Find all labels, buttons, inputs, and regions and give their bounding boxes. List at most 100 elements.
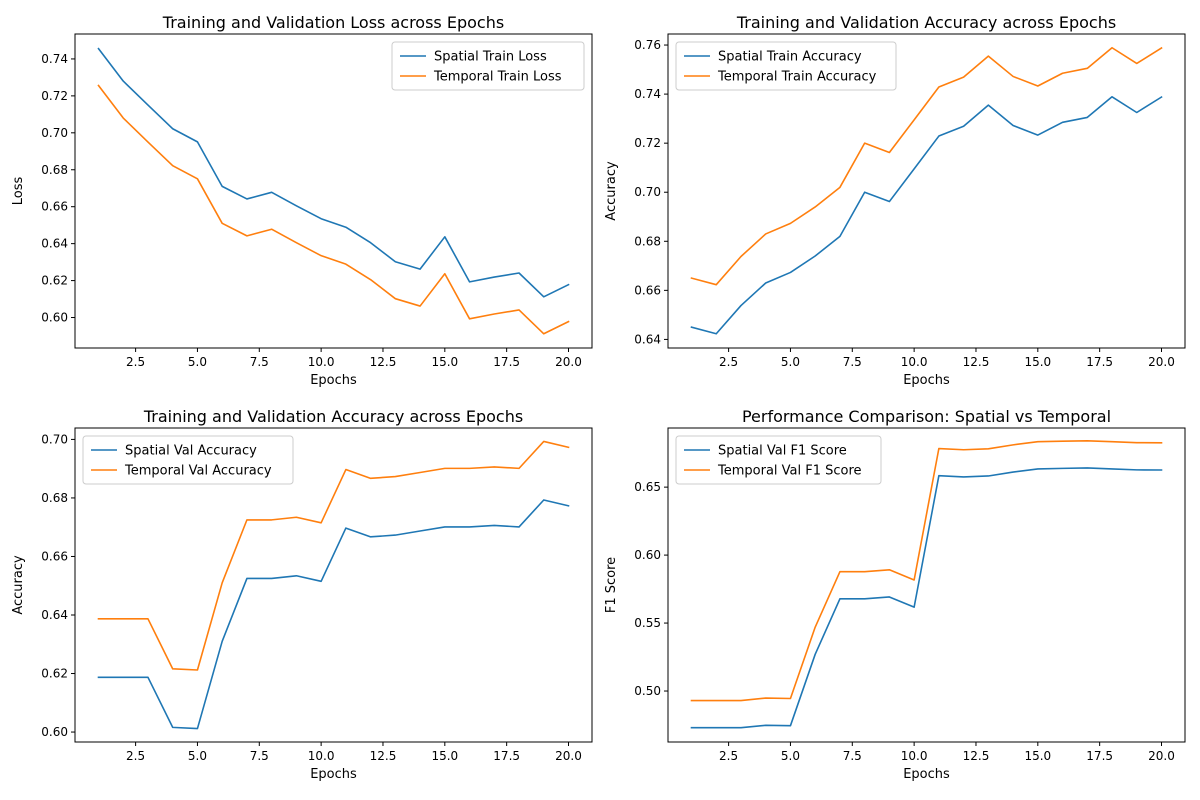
y-tick-label: 0.64 [41,237,68,251]
legend-box [675,41,897,91]
axes-frame [74,33,593,349]
x-tick-label: 10.0 [308,749,335,763]
y-axis-label: Loss [11,177,26,206]
y-tick-label: 0.70 [634,185,661,199]
y-tick-label: 0.74 [41,52,68,66]
y-tick-label: 0.66 [634,283,661,297]
x-tick-label: 17.5 [1086,355,1113,369]
y-tick-label: 0.68 [41,163,68,177]
x-tick-label: 7.5 [250,355,269,369]
x-tick-label: 12.5 [963,749,990,763]
x-tick-label: 20.0 [555,355,582,369]
y-axis-label: F1 Score [604,557,619,613]
series-line-spatial [690,467,1163,729]
chart-title: Training and Validation Accuracy across … [143,407,523,426]
chart-title: Training and Validation Loss across Epoc… [162,13,504,32]
series-line-spatial [97,499,570,730]
x-tick-label: 20.0 [1148,355,1175,369]
axes-frame [667,427,1186,743]
axes-frame [74,427,593,743]
legend-entry: Spatial Val F1 Score [718,444,847,459]
f1-score-panel: Performance Comparison: Spatial vs Tempo… [604,407,1186,782]
y-tick-label: 0.68 [41,491,68,505]
legend: Spatial Train Accuracy Temporal Train Acc… [675,41,897,91]
y-tick-label: 0.72 [41,89,68,103]
legend: Spatial Val Accuracy Temporal Val Accurac… [82,435,294,485]
legend: Spatial Val F1 Score Temporal Val F1 Scor… [675,435,882,485]
legend-entry: Spatial Train Loss [434,50,547,65]
x-tick-label: 20.0 [1148,749,1175,763]
x-tick-label: 2.5 [719,749,738,763]
x-tick-label: 5.0 [188,749,207,763]
loss-panel: Training and Validation Loss across Epoc… [11,13,593,388]
legend-box [82,435,294,485]
x-tick-label: 10.0 [901,749,928,763]
x-tick-label: 12.5 [370,355,397,369]
legend-box [675,435,882,485]
y-axis-label: Accuracy [604,161,619,221]
x-tick-label: 20.0 [555,749,582,763]
x-tick-label: 7.5 [843,355,862,369]
x-tick-label: 5.0 [781,749,800,763]
x-tick-label: 7.5 [843,749,862,763]
legend-entry: Temporal Train Loss [433,70,562,85]
x-axis-label: Epochs [903,767,950,782]
y-tick-label: 0.60 [41,725,68,739]
x-tick-label: 12.5 [963,355,990,369]
y-tick-label: 0.74 [634,87,661,101]
y-tick-label: 0.66 [41,549,68,563]
train-accuracy-panel: Training and Validation Accuracy across … [604,13,1186,388]
chart-title: Training and Validation Accuracy across … [736,13,1116,32]
legend-entry: Temporal Train Accuracy [717,70,877,85]
series-line-temporal [690,46,1163,286]
val-accuracy-panel: Training and Validation Accuracy across … [11,407,593,782]
x-tick-label: 7.5 [250,749,269,763]
series-line-temporal [690,439,1163,702]
legend-entry: Spatial Val Accuracy [125,444,257,459]
x-tick-label: 15.0 [431,355,458,369]
series-line-temporal [97,440,570,671]
series-line-temporal [97,84,570,335]
x-tick-label: 17.5 [1086,749,1113,763]
legend-entry: Spatial Train Accuracy [718,50,862,65]
y-tick-label: 0.72 [634,136,661,150]
legend-entry: Temporal Val Accuracy [124,464,272,479]
y-tick-label: 0.55 [634,616,661,630]
x-tick-label: 15.0 [1024,355,1051,369]
x-tick-label: 10.0 [308,355,335,369]
series-line-spatial [690,95,1163,335]
y-tick-label: 0.62 [41,274,68,288]
x-axis-label: Epochs [310,767,357,782]
axes-frame [667,33,1186,349]
x-tick-label: 12.5 [370,749,397,763]
x-tick-label: 2.5 [126,749,145,763]
y-tick-label: 0.64 [634,332,661,346]
legend: Spatial Train Loss Temporal Train Loss [391,41,585,91]
chart-title: Performance Comparison: Spatial vs Tempo… [742,407,1111,426]
y-tick-label: 0.66 [41,200,68,214]
legend-box [391,41,585,91]
y-tick-label: 0.70 [41,432,68,446]
x-tick-label: 15.0 [1024,749,1051,763]
y-tick-label: 0.62 [41,667,68,681]
x-tick-label: 10.0 [901,355,928,369]
x-axis-label: Epochs [903,373,950,388]
y-tick-label: 0.70 [41,126,68,140]
x-tick-label: 2.5 [719,355,738,369]
y-tick-label: 0.76 [634,38,661,52]
x-tick-label: 5.0 [781,355,800,369]
x-tick-label: 17.5 [493,749,520,763]
y-tick-label: 0.65 [634,480,661,494]
y-tick-label: 0.50 [634,684,661,698]
legend-entry: Temporal Val F1 Score [717,464,862,479]
y-tick-label: 0.60 [634,548,661,562]
y-tick-label: 0.68 [634,234,661,248]
x-tick-label: 17.5 [493,355,520,369]
x-tick-label: 15.0 [431,749,458,763]
y-tick-label: 0.60 [41,311,68,325]
x-axis-label: Epochs [310,373,357,388]
y-axis-label: Accuracy [11,555,26,615]
x-tick-label: 2.5 [126,355,145,369]
x-tick-label: 5.0 [188,355,207,369]
